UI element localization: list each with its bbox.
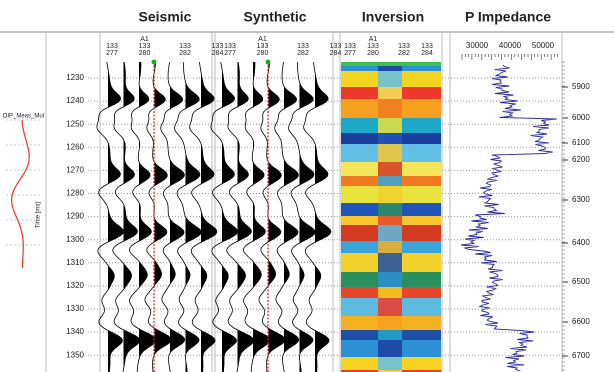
well-dot xyxy=(266,60,271,65)
time-tick-label: 1260 xyxy=(66,142,84,151)
trace-inline: 133 xyxy=(344,43,356,50)
well-dot xyxy=(152,60,157,65)
time-tick-label: 1290 xyxy=(66,212,84,221)
depth-tick-label: 6000 xyxy=(572,113,590,122)
trace-inline: 133 xyxy=(106,43,118,50)
trace-xline: 284 xyxy=(212,50,224,57)
time-tick-label: 1240 xyxy=(66,96,84,105)
trace-inline: 133 xyxy=(179,43,191,50)
well-band xyxy=(378,203,402,216)
time-tick-label: 1330 xyxy=(66,304,84,313)
well-band xyxy=(378,225,402,241)
well-band xyxy=(378,71,402,87)
track-title: P Impedance xyxy=(465,9,551,25)
depth-tick-label: 6400 xyxy=(572,238,590,247)
trace-xline: 282 xyxy=(398,50,410,57)
trace-xline: 282 xyxy=(179,50,191,57)
well-band xyxy=(378,287,402,298)
well-band xyxy=(378,298,402,316)
well-name: A1 xyxy=(369,36,378,43)
well-band xyxy=(378,330,402,340)
trace-inline: 133 xyxy=(224,43,236,50)
depth-tick-label: 6100 xyxy=(572,138,590,147)
depth-tick-label: 6300 xyxy=(572,195,590,204)
trace-xline: 282 xyxy=(297,50,309,57)
well-band xyxy=(378,186,402,203)
time-tick-label: 1310 xyxy=(66,258,84,267)
depth-tick-label: 6200 xyxy=(572,155,590,164)
well-band xyxy=(378,253,402,272)
well-band xyxy=(378,340,402,357)
trace-inline: 133 xyxy=(330,43,342,50)
trace-xline: 277 xyxy=(224,50,236,57)
impedance-tick-label: 30000 xyxy=(466,41,489,50)
trace-inline: 133 xyxy=(257,43,269,50)
header-strip xyxy=(341,62,441,66)
well-band xyxy=(378,316,402,330)
depth-tick-label: 6500 xyxy=(572,277,590,286)
well-band xyxy=(378,162,402,176)
well-band xyxy=(378,176,402,186)
trace-inline: 133 xyxy=(297,43,309,50)
track-title: Synthetic xyxy=(243,9,306,25)
time-tick-label: 1250 xyxy=(66,119,84,128)
time-tick-label: 1320 xyxy=(66,281,84,290)
well-band xyxy=(378,272,402,287)
time-tick-label: 1300 xyxy=(66,235,84,244)
trace-xline: 284 xyxy=(421,50,433,57)
well-band xyxy=(378,118,402,133)
well-band xyxy=(378,144,402,162)
track-title: Inversion xyxy=(362,9,424,25)
trace-inline: 133 xyxy=(421,43,433,50)
trace-inline: 133 xyxy=(367,43,379,50)
well-band xyxy=(378,99,402,118)
well-name: A1 xyxy=(140,36,149,43)
depth-tick-label: 6600 xyxy=(572,317,590,326)
well-band xyxy=(378,357,402,370)
time-tick-label: 1230 xyxy=(66,73,84,82)
well-band xyxy=(378,216,402,225)
impedance-tick-label: 50000 xyxy=(532,41,555,50)
trace-xline: 280 xyxy=(257,50,269,57)
depth-tick-label: 6700 xyxy=(572,351,590,360)
well-band xyxy=(378,133,402,144)
time-tick-label: 1340 xyxy=(66,327,84,336)
log-label: DIP_Meas_Mul xyxy=(3,114,44,120)
track-title: Seismic xyxy=(139,9,192,25)
time-tick-label: 1270 xyxy=(66,166,84,175)
well-name: A1 xyxy=(258,36,267,43)
trace-xline: 277 xyxy=(344,50,356,57)
trace-xline: 284 xyxy=(330,50,342,57)
impedance-tick-label: 40000 xyxy=(499,41,522,50)
well-band xyxy=(378,241,402,253)
axis-label: Time [ms] xyxy=(36,202,42,228)
trace-xline: 277 xyxy=(106,50,118,57)
time-tick-label: 1280 xyxy=(66,189,84,198)
trace-xline: 280 xyxy=(367,50,379,57)
trace-xline: 280 xyxy=(139,50,151,57)
trace-inline: 133 xyxy=(398,43,410,50)
time-tick-label: 1350 xyxy=(66,350,84,359)
trace-inline: 133 xyxy=(139,43,151,50)
trace-inline: 133 xyxy=(212,43,224,50)
well-band xyxy=(378,87,402,99)
depth-tick-label: 5900 xyxy=(572,82,590,91)
screenshot: Seismic Synthetic Inversion P Impedance … xyxy=(0,0,614,372)
